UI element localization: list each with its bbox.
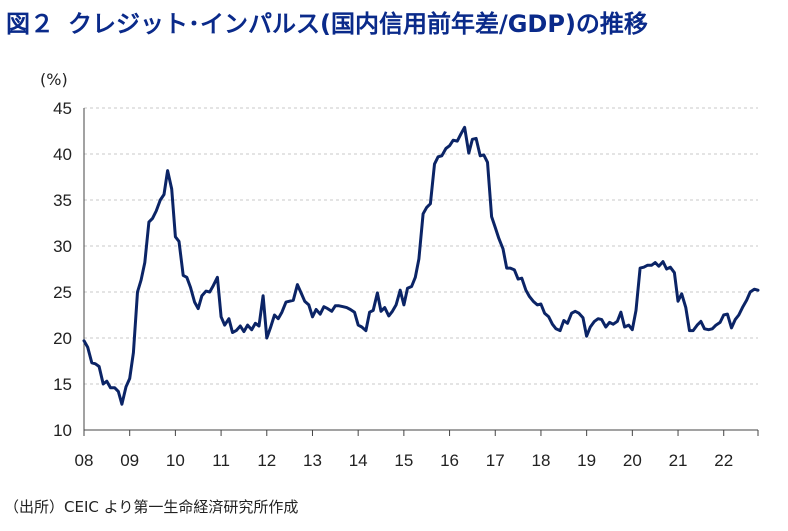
- y-axis-unit-label: (%): [40, 70, 68, 89]
- y-tick-label: 35: [53, 191, 72, 210]
- y-tick-label: 25: [53, 283, 72, 302]
- x-tick-label: 17: [486, 451, 505, 470]
- x-tick-label: 08: [75, 451, 94, 470]
- x-tick-label: 19: [577, 451, 596, 470]
- y-tick-label: 15: [53, 375, 72, 394]
- chart-title: 図２ クレジット･インパルス(国内信用前年差/GDP)の推移: [6, 4, 648, 39]
- x-tick-label: 09: [120, 451, 139, 470]
- x-tick-label: 14: [349, 451, 368, 470]
- x-tick-label: 10: [166, 451, 185, 470]
- x-tick-label: 22: [714, 451, 733, 470]
- series-line: [82, 125, 760, 406]
- x-tick-label: 16: [440, 451, 459, 470]
- x-tick-label: 11: [212, 451, 230, 470]
- y-tick-label: 30: [53, 237, 72, 256]
- x-tick-label: 12: [257, 451, 276, 470]
- x-tick-label: 15: [394, 451, 413, 470]
- x-tick-label: 18: [531, 451, 550, 470]
- x-tick-label: 20: [623, 451, 642, 470]
- series-layer: [82, 125, 760, 406]
- y-tick-label: 40: [53, 145, 72, 164]
- axes: [83, 108, 758, 431]
- x-axis-ticks: 08 09 10 11 12 13 14 15 16 17 18 19 20 21 22: [75, 430, 759, 470]
- source-note: （出所）CEIC より第一生命経済研究所作成: [4, 498, 299, 516]
- x-tick-label: 21: [669, 451, 688, 470]
- y-axis-ticks: 10 15 20 25 30 35 40 45: [53, 99, 72, 440]
- figure-label: 図２: [6, 10, 54, 38]
- title-text: クレジット･インパルス(国内信用前年差/GDP)の推移: [68, 10, 648, 38]
- x-tick-label: 13: [303, 451, 322, 470]
- y-tick-label: 10: [53, 421, 72, 440]
- y-tick-label: 20: [53, 329, 72, 348]
- y-tick-label: 45: [53, 99, 72, 118]
